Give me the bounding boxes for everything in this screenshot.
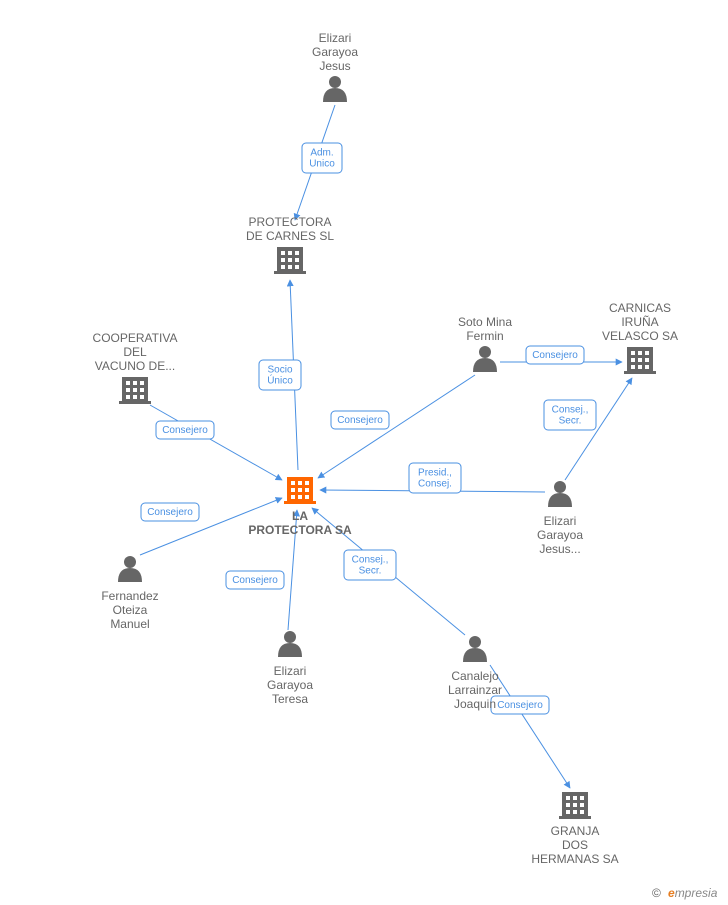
node-label: CanalejoLarrainzarJoaquin: [448, 669, 502, 711]
node-elizari_teresa: ElizariGarayoaTeresa: [267, 631, 313, 706]
node-label: FernandezOteizaManuel: [101, 589, 158, 631]
brand-logo: empresia: [668, 886, 718, 900]
person-icon: [278, 631, 302, 657]
node-granja: GRANJADOSHERMANAS SA: [531, 792, 618, 866]
node-label: PROTECTORADE CARNES SL: [246, 215, 334, 243]
node-label: ElizariGarayoaJesus: [312, 31, 358, 73]
person-icon: [323, 76, 347, 102]
building-icon: [284, 477, 316, 504]
node-label: Soto MinaFermin: [458, 315, 512, 343]
person-icon: [118, 556, 142, 582]
node-label: CARNICASIRUÑAVELASCO SA: [602, 301, 678, 343]
edge-label: Presid.,Consej.: [418, 468, 452, 490]
node-label: ElizariGarayoaJesus...: [537, 514, 583, 556]
node-cooperativa: COOPERATIVADELVACUNO DE...: [93, 331, 178, 404]
edge: [150, 405, 282, 480]
edge-label: Consejero: [147, 507, 193, 518]
edge-label: SocioÚnico: [267, 365, 293, 387]
node-label: GRANJADOSHERMANAS SA: [531, 824, 618, 866]
node-label: LAPROTECTORA SA: [248, 509, 352, 537]
edge-label: Consejero: [497, 700, 543, 711]
person-icon: [473, 346, 497, 372]
node-protectora_carnes: PROTECTORADE CARNES SL: [246, 215, 334, 274]
edge-label: Consejero: [337, 415, 383, 426]
edge-labels-layer: Adm.Unico SocioÚnico Consejero Consejero Con…: [141, 143, 596, 714]
person-icon: [463, 636, 487, 662]
footer: © empresia: [652, 886, 718, 900]
node-label: ElizariGarayoaTeresa: [267, 664, 313, 706]
node-soto_mina: Soto MinaFermin: [458, 315, 512, 372]
node-fernandez: FernandezOteizaManuel: [101, 556, 158, 631]
node-elizari_jesus_top: ElizariGarayoaJesus: [312, 31, 358, 102]
edge-label: Consejero: [532, 350, 578, 361]
network-diagram: Adm.Unico SocioÚnico Consejero Consejero Con…: [0, 0, 728, 905]
node-central: LAPROTECTORA SA: [248, 477, 352, 537]
node-carnicas_iruna: CARNICASIRUÑAVELASCO SA: [602, 301, 678, 374]
edges-layer: [140, 105, 632, 788]
building-icon: [624, 347, 656, 374]
person-icon: [548, 481, 572, 507]
edge-label: Consejero: [232, 575, 278, 586]
node-canalejo: CanalejoLarrainzarJoaquin: [448, 636, 502, 711]
nodes-layer: ElizariGarayoaJesus PROTECTORADE CARNES S…: [93, 31, 678, 866]
copyright-symbol: ©: [652, 886, 661, 900]
building-icon: [274, 247, 306, 274]
edge-label: Consejero: [162, 425, 208, 436]
building-icon: [119, 377, 151, 404]
building-icon: [559, 792, 591, 819]
edge-label: Adm.Unico: [309, 148, 335, 170]
node-label: COOPERATIVADELVACUNO DE...: [93, 331, 178, 373]
